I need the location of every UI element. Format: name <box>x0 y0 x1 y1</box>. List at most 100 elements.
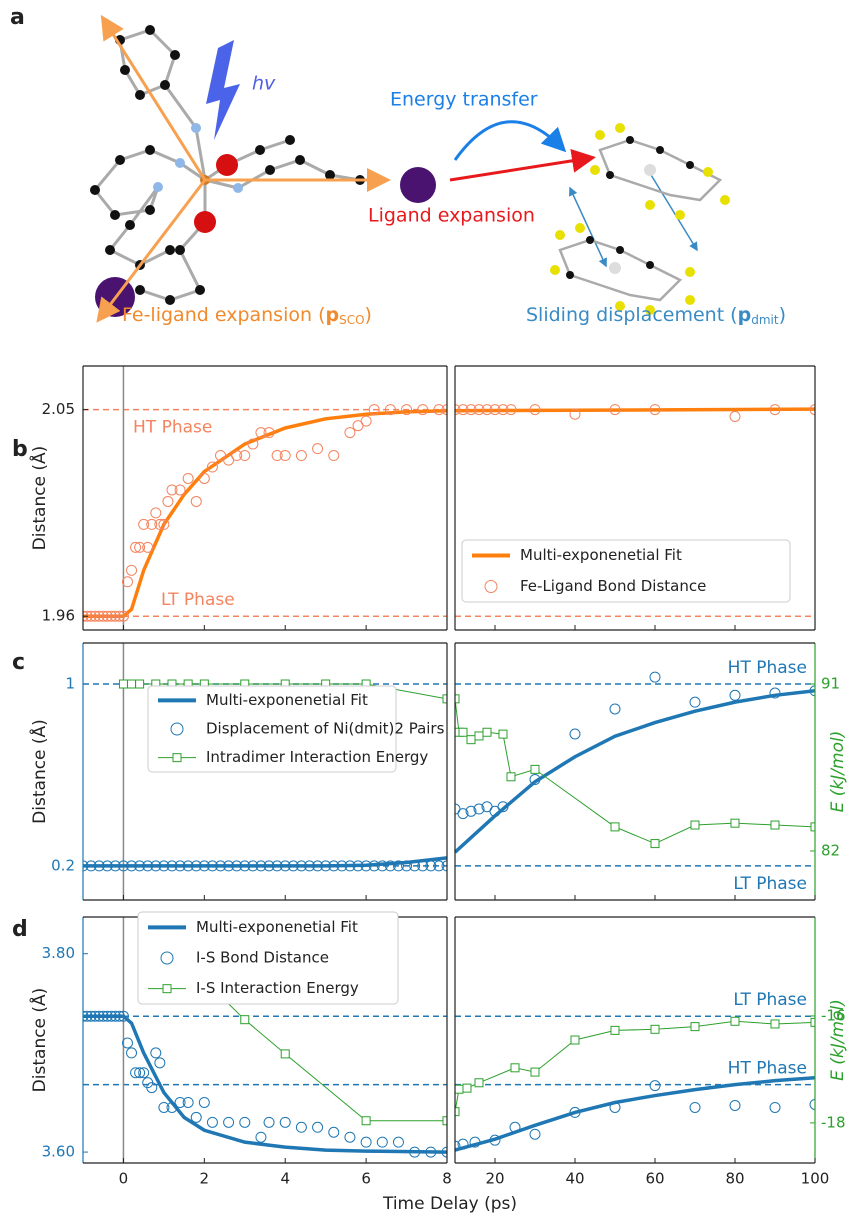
subplot: 0 2 4 6 8 3.60 3.80 Distance (Å) d Multi-exponene… <box>12 911 452 1188</box>
ligand-label: Ligand expansion <box>368 205 535 227</box>
data-point <box>455 404 461 416</box>
y-tick-label: 0.2 <box>51 856 75 874</box>
data-point <box>134 860 146 872</box>
data-point <box>127 679 137 689</box>
phase-label: LT Phase <box>733 874 807 894</box>
data-point <box>206 461 218 473</box>
data-point <box>162 495 174 507</box>
data-point <box>295 860 307 872</box>
data-point <box>279 860 291 872</box>
x-tick-label: 20 <box>485 1170 504 1188</box>
data-point <box>689 696 701 708</box>
data-point <box>473 404 485 416</box>
data-point <box>223 454 235 466</box>
data-point <box>401 860 413 872</box>
data-point <box>328 450 340 462</box>
data-point <box>109 610 121 622</box>
fit-line <box>83 856 447 868</box>
data-point <box>730 1016 740 1026</box>
panel-letter: a <box>10 5 25 30</box>
y-tick-label: 3.80 <box>42 944 75 962</box>
data-point <box>455 1084 464 1094</box>
data-point <box>135 679 145 689</box>
legend-label: Multi-exponenetial Fit <box>196 918 358 936</box>
data-point <box>85 1010 97 1022</box>
data-point <box>109 1010 121 1022</box>
data-point <box>457 404 469 416</box>
data-point <box>231 450 243 462</box>
data-point <box>810 822 815 832</box>
data-point <box>433 860 445 872</box>
y-axis-label: Distance (Å) <box>28 719 50 824</box>
arrows <box>96 14 698 323</box>
data-point <box>138 1067 150 1079</box>
y2-tick-label: -18 <box>821 1113 846 1131</box>
data-point <box>255 427 267 439</box>
data-point <box>134 541 146 553</box>
data-point <box>368 404 380 416</box>
data-point <box>433 404 445 416</box>
data-point <box>303 860 315 872</box>
data-point <box>506 772 516 782</box>
fit-line <box>455 407 815 413</box>
data-point <box>730 818 740 828</box>
data-point <box>384 404 396 416</box>
data-point <box>109 860 121 872</box>
data-point <box>809 1098 815 1110</box>
data-point <box>482 727 492 737</box>
legend-label: I-S Bond Distance <box>196 949 329 967</box>
panel-a: a <box>10 5 786 327</box>
data-point <box>247 438 259 450</box>
data-point <box>174 1096 186 1108</box>
data-point <box>295 450 307 462</box>
data-point <box>465 404 477 416</box>
data-point <box>770 820 780 830</box>
data-point <box>97 1010 109 1022</box>
y-axis-label: Distance (Å) <box>28 988 50 1093</box>
data-point <box>474 1078 484 1088</box>
fit-line <box>83 409 447 618</box>
data-point <box>481 404 493 416</box>
data-point <box>240 1015 250 1025</box>
plot-area <box>455 1015 815 1152</box>
data-point <box>769 404 781 416</box>
data-point <box>231 860 243 872</box>
data-point <box>352 420 364 432</box>
data-point <box>498 729 508 739</box>
data-point <box>263 427 275 439</box>
data-point <box>457 808 469 820</box>
legend-box <box>137 911 399 1005</box>
data-point <box>190 860 202 872</box>
data-point <box>368 860 380 872</box>
data-point <box>150 1047 162 1059</box>
data-point <box>425 860 437 872</box>
data-point <box>117 610 129 622</box>
data-point <box>376 860 388 872</box>
x-tick-label: 100 <box>801 1170 830 1188</box>
data-point <box>118 679 128 689</box>
x-tick-label: 8 <box>442 1170 452 1188</box>
data-point <box>93 610 105 622</box>
fit-line <box>455 689 815 854</box>
legend-label: Intradimer Interaction Energy <box>206 748 428 766</box>
data-point <box>441 1146 447 1158</box>
data-point <box>729 689 741 701</box>
x-tick-label: 60 <box>645 1170 664 1188</box>
y2-axis-label: E (kJ/mol) <box>828 999 848 1081</box>
data-point <box>384 860 396 872</box>
data-point <box>569 408 581 420</box>
panel-letter: c <box>12 650 25 675</box>
fe-label: Fe-ligand expansion (pSCO) <box>122 304 372 327</box>
data-point <box>223 1116 235 1128</box>
hv-label: hv <box>252 73 276 95</box>
data-point <box>271 450 283 462</box>
data-point <box>101 1010 113 1022</box>
data-point <box>93 860 105 872</box>
x-tick-label: 40 <box>565 1170 584 1188</box>
data-point <box>352 860 364 872</box>
data-point <box>650 1024 660 1034</box>
data-point <box>455 694 460 704</box>
data-point <box>223 860 235 872</box>
data-point <box>455 1107 460 1117</box>
